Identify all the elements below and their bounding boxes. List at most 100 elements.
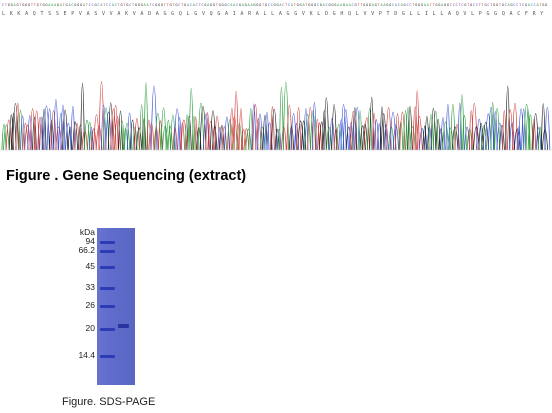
amino-acid: R	[248, 11, 252, 17]
base-call: G	[496, 3, 498, 7]
trace-peak	[257, 113, 263, 151]
base-call: G	[126, 3, 128, 7]
amino-acid: R	[533, 11, 537, 17]
trace-peak	[407, 106, 413, 151]
base-call: A	[349, 3, 352, 7]
base-call: G	[525, 3, 527, 7]
base-call: G	[464, 3, 466, 7]
base-call: T	[378, 3, 381, 7]
base-call: C	[227, 3, 229, 7]
base-call: G	[447, 3, 449, 7]
trace-peak	[154, 112, 162, 151]
base-call: G	[224, 3, 226, 7]
amino-acid: D	[148, 11, 151, 17]
base-call: C	[178, 3, 180, 7]
base-call: G	[16, 3, 18, 7]
amino-acid: I	[233, 11, 236, 17]
base-call: C	[2, 3, 4, 7]
base-call: C	[268, 3, 270, 7]
base-call: A	[372, 3, 375, 7]
trace-peak	[48, 120, 55, 151]
base-call: G	[184, 3, 186, 7]
trace-peak	[331, 104, 337, 151]
amino-acid: G	[194, 11, 197, 17]
trace-peak	[173, 108, 181, 151]
marker-label-94: 94	[85, 236, 95, 246]
base-call: T	[305, 3, 308, 7]
trace-peak	[342, 109, 349, 151]
base-call: G	[369, 3, 371, 7]
base-call: T	[172, 3, 175, 7]
trace-peak	[89, 126, 94, 151]
trace-peak	[98, 80, 105, 151]
trace-peak	[516, 126, 522, 151]
base-call: G	[239, 3, 241, 7]
base-call: T	[262, 3, 265, 7]
base-call: T	[167, 3, 170, 7]
trace-peak	[50, 110, 57, 151]
amino-acid: A	[140, 11, 143, 17]
trace-peak	[274, 128, 280, 151]
base-call: A	[146, 3, 149, 7]
base-call: A	[60, 3, 63, 7]
trace-peak	[372, 112, 377, 151]
trace-peak	[217, 126, 223, 151]
trace-peak	[478, 123, 484, 151]
base-call: C	[271, 3, 273, 7]
base-call: C	[409, 3, 411, 7]
trace-peak	[150, 85, 158, 151]
base-call: C	[505, 3, 507, 7]
base-call: G	[389, 3, 391, 7]
base-call: C	[461, 3, 463, 7]
amino-acid: K	[310, 11, 313, 17]
base-call: A	[279, 3, 282, 7]
base-call: T	[5, 3, 8, 7]
base-call: C	[516, 3, 518, 7]
marker-label-26: 26	[85, 300, 95, 310]
base-call: G	[274, 3, 276, 7]
trace-peak	[205, 112, 210, 151]
base-call: G	[42, 3, 44, 7]
trace-peak	[487, 107, 495, 151]
base-call: G	[363, 3, 365, 7]
trace-peak	[114, 116, 121, 151]
trace-peak	[27, 114, 33, 151]
base-call: T	[118, 3, 121, 7]
trace-peak	[78, 124, 83, 151]
trace-peak	[541, 128, 549, 151]
amino-acid: G	[402, 11, 405, 17]
base-call: A	[380, 3, 383, 7]
base-call: A	[68, 3, 71, 7]
amino-acid: T	[387, 11, 390, 17]
trace-peak	[219, 125, 225, 151]
trace-peak	[482, 122, 489, 151]
sds-page-caption: Figure. SDS-PAGE	[62, 396, 156, 408]
base-call: T	[181, 3, 184, 7]
base-call: C	[109, 3, 111, 7]
trace-peak	[233, 91, 239, 151]
trace-peak	[126, 112, 133, 151]
amino-acid: L	[271, 11, 274, 17]
trace-peak	[118, 110, 123, 151]
base-call: C	[476, 3, 478, 7]
base-call: A	[340, 3, 343, 7]
trace-peak	[270, 106, 275, 151]
trace-peak	[20, 115, 26, 151]
amino-acid: V	[79, 11, 82, 17]
marker-label-33: 33	[85, 282, 95, 292]
trace-peak	[60, 104, 66, 151]
base-call: T	[198, 3, 201, 7]
base-call: C	[398, 3, 400, 7]
amino-acid: P	[71, 11, 74, 17]
base-call: G	[213, 3, 215, 7]
base-call: T	[450, 3, 453, 7]
base-call: A	[291, 3, 294, 7]
trace-peak	[297, 120, 304, 151]
base-call: A	[48, 3, 51, 7]
trace-peak	[165, 120, 171, 151]
amino-acid: G	[294, 11, 297, 17]
trace-peak	[10, 112, 17, 151]
base-call: G	[77, 3, 79, 7]
trace-peak	[440, 116, 446, 151]
